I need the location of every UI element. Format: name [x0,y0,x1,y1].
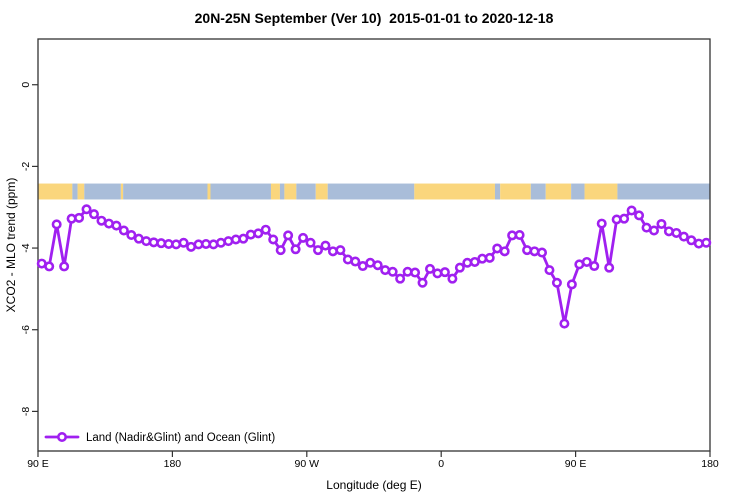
data-point-marker [298,232,309,243]
map-band-segment-land [584,183,618,200]
data-point-marker [514,229,525,240]
map-band-segment-land [38,183,73,200]
map-band-segment-land [545,183,572,200]
map-band-segment-ocean [123,183,208,200]
map-band-segment-ocean [296,183,316,200]
data-point-marker [656,218,667,229]
data-point-marker [604,262,615,273]
data-point-marker [118,225,129,236]
data-point-marker [648,225,659,236]
map-band-segment-land [120,183,124,200]
data-point-marker [387,266,398,277]
x-axis-tick-label: 0 [438,458,444,470]
y-axis-tick-label: -6 [20,325,32,334]
data-point-marker [245,229,256,240]
data-point-marker [89,209,100,220]
data-point-marker [619,213,630,224]
data-point-marker [372,260,383,271]
data-point-marker [544,265,555,276]
data-point-marker [126,229,137,240]
data-point-marker [581,256,592,267]
data-point-marker [260,224,271,235]
map-band-segment-ocean [494,183,501,200]
y-axis-tick-label: -4 [20,243,32,252]
map-band-segment-ocean [571,183,585,200]
data-point-marker [417,277,428,288]
map-band-segment-land [207,183,211,200]
data-point-marker [447,273,458,284]
y-axis-title: XCO2 - MLO trend (ppm) [4,177,18,313]
data-point-marker [335,245,346,256]
data-point-marker [178,237,189,248]
chart-title: 20N-25N September (Ver 10) 2015-01-01 to… [194,10,554,26]
data-point-marker [439,267,450,278]
map-band-segment-ocean [530,183,546,200]
data-point-marker [320,240,331,251]
data-point-marker [290,244,301,255]
data-point-marker [141,236,152,247]
map-band-segment-ocean [210,183,271,200]
map-band-segment-land [77,183,85,200]
x-axis-tick-label: 180 [164,458,182,470]
map-band-segment-land [414,183,495,200]
map-band-segment-land [270,183,280,200]
data-point-marker [111,220,122,231]
data-point-marker [454,262,465,273]
data-point-marker [275,245,286,256]
plot-box [37,38,711,452]
legend-label: Land (Nadir&Glint) and Ocean (Glint) [86,432,275,444]
y-axis-tick-label: 0 [20,82,32,88]
data-point-marker [283,230,294,241]
data-point-marker [44,261,55,272]
data-point-marker [566,279,577,290]
map-band-segment-ocean [327,183,415,200]
map-band-segment-ocean [72,183,78,200]
data-point-marker [424,263,435,274]
legend-marker [56,431,67,442]
data-point-marker [410,267,421,278]
data-point-marker [522,245,533,256]
data-point-marker [51,219,62,230]
data-point-marker [81,204,92,215]
data-point-marker [484,252,495,263]
data-point-marker [312,245,323,256]
data-point-marker [350,256,361,267]
map-band-segment-land [284,183,297,200]
x-axis-tick-label: 90 E [565,458,587,470]
y-axis-tick-label: -2 [20,162,32,171]
x-axis-tick-label: 90 E [27,458,49,470]
data-point-marker [432,268,443,279]
map-band-segment-ocean [617,183,710,200]
data-point-marker [678,231,689,242]
data-point-marker [626,205,637,216]
data-point-marker [529,246,540,257]
data-point-marker [74,212,85,223]
data-point-marker [634,210,645,221]
data-point-marker [551,277,562,288]
data-point-marker [559,318,570,329]
data-point-marker [238,233,249,244]
data-point-marker [327,246,338,257]
x-axis-title: Longitude (deg E) [326,478,422,492]
map-band-segment-land [315,183,328,200]
data-point-marker [59,261,70,272]
y-axis-tick-label: -8 [20,407,32,416]
data-point-marker [701,237,712,248]
x-axis-tick-label: 90 W [295,458,320,470]
data-point-marker [253,228,264,239]
x-axis-tick-label: 180 [701,458,719,470]
data-point-marker [395,273,406,284]
data-point-marker [536,247,547,258]
map-band-segment-ocean [84,183,121,200]
data-point-marker [671,227,682,238]
data-point-marker [596,218,607,229]
map-band-segment-land [500,183,531,200]
data-point-marker [499,246,510,257]
data-point-marker [589,261,600,272]
data-point-marker [305,237,316,248]
map-band-segment-ocean [279,183,285,200]
data-point-marker [268,234,279,245]
